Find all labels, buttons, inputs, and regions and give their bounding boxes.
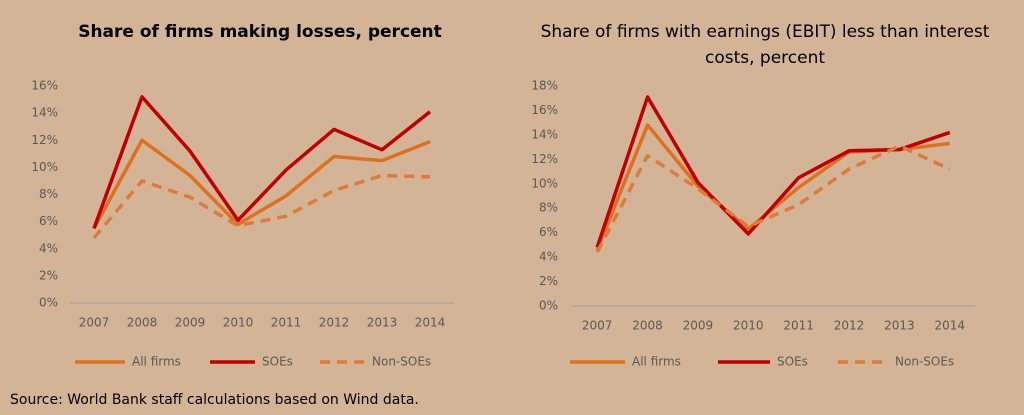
x-tick-label: 2011 — [783, 319, 814, 333]
x-tick-label: 2013 — [367, 316, 398, 330]
series-line — [92, 173, 431, 240]
x-tick-label: 2013 — [884, 319, 915, 333]
y-tick-label: 12% — [531, 152, 558, 166]
y-tick-label: 0% — [539, 299, 558, 313]
x-tick-label: 2012 — [319, 316, 350, 330]
y-tick-label: 14% — [531, 127, 558, 141]
chart-title: Share of firms making losses, percent — [78, 22, 442, 42]
y-tick-label: 4% — [539, 250, 558, 264]
y-tick-label: 4% — [39, 241, 58, 255]
x-tick-label: 2012 — [834, 319, 865, 333]
x-tick-label: 2010 — [733, 319, 764, 333]
y-tick-label: 10% — [531, 176, 558, 190]
x-tick-label: 2008 — [127, 316, 158, 330]
y-tick-label: 16% — [31, 79, 58, 93]
series-line — [92, 138, 431, 230]
legend-label: SOEs — [777, 355, 808, 369]
x-tick-label: 2010 — [223, 316, 254, 330]
y-tick-label: 10% — [31, 160, 58, 174]
series-line — [92, 95, 432, 230]
legend-label: SOEs — [262, 355, 293, 369]
legend-label: All firms — [132, 355, 181, 369]
x-tick-label: 2009 — [683, 319, 714, 333]
x-tick-label: 2009 — [175, 316, 206, 330]
y-tick-label: 12% — [31, 133, 58, 147]
legend-label: Non-SOEs — [372, 355, 431, 369]
y-tick-label: 6% — [539, 225, 558, 239]
x-tick-label: 2014 — [935, 319, 966, 333]
y-tick-label: 8% — [539, 201, 558, 215]
y-tick-label: 18% — [531, 79, 558, 93]
y-tick-label: 14% — [31, 106, 58, 120]
chart-title: Share of firms with earnings (EBIT) less… — [540, 22, 990, 68]
legend-label: All firms — [632, 355, 681, 369]
x-tick-label: 2008 — [632, 319, 663, 333]
y-tick-label: 16% — [531, 103, 558, 117]
source-note: Source: World Bank staff calculations ba… — [10, 392, 419, 408]
y-tick-label: 0% — [39, 296, 58, 310]
x-tick-label: 2007 — [582, 319, 613, 333]
y-tick-label: 2% — [539, 274, 558, 288]
x-tick-label: 2014 — [415, 316, 446, 330]
series-line — [595, 123, 951, 251]
y-tick-label: 8% — [39, 187, 58, 201]
x-tick-label: 2011 — [271, 316, 302, 330]
x-tick-label: 2007 — [79, 316, 110, 330]
series-line — [595, 95, 951, 248]
legend-label: Non-SOEs — [895, 355, 954, 369]
y-tick-label: 6% — [39, 214, 58, 228]
y-tick-label: 2% — [39, 268, 58, 282]
series-line — [595, 144, 951, 254]
